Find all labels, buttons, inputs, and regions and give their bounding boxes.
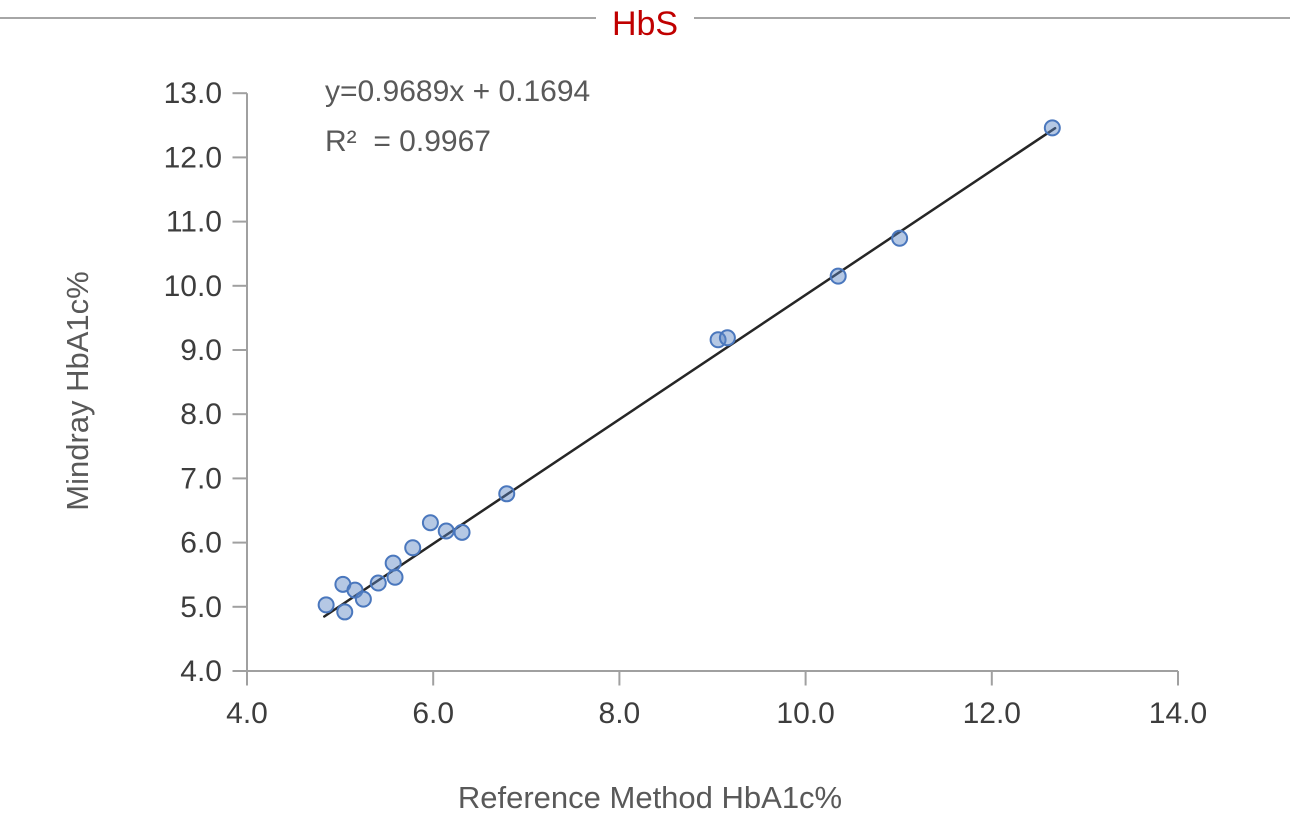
scatter-point: [354, 590, 372, 608]
scatter-point: [369, 574, 387, 592]
y-tick-label: 13.0: [164, 77, 222, 110]
scatter-point: [891, 229, 909, 247]
x-tick-label: 14.0: [1149, 697, 1207, 730]
r-squared-value: R² = 0.9967: [325, 125, 491, 158]
scatter-point: [453, 523, 471, 541]
y-tick-label: 11.0: [166, 206, 222, 239]
scatter-point: [386, 568, 404, 586]
x-tick-label: 6.0: [412, 697, 454, 730]
x-tick-label: 10.0: [776, 697, 834, 730]
x-tick-label: 12.0: [963, 697, 1021, 730]
y-tick-label: 5.0: [180, 591, 222, 624]
y-axis-title: Mindray HbA1c%: [60, 271, 95, 511]
scatter-point: [317, 596, 335, 614]
x-tick-label: 8.0: [599, 697, 641, 730]
y-tick-label: 12.0: [164, 141, 222, 174]
scatter-point: [336, 603, 354, 621]
y-tick-label: 7.0: [180, 462, 222, 495]
scatter-point: [404, 539, 422, 557]
chart-header: HbS: [0, 0, 1290, 52]
x-tick-label: 4.0: [226, 697, 268, 730]
x-axis-title: Reference Method HbA1c%: [457, 780, 843, 815]
y-tick-label: 4.0: [180, 655, 222, 688]
scatter-point: [718, 329, 736, 347]
chart-title: HbS: [611, 5, 679, 43]
scatter-point: [498, 485, 516, 503]
scatter-point: [421, 514, 439, 532]
scatter-point: [829, 267, 847, 285]
scatter-point: [437, 522, 455, 540]
y-tick-label: 8.0: [180, 398, 222, 431]
y-tick-label: 9.0: [180, 334, 222, 367]
scatter-point: [1043, 119, 1061, 137]
header-divider-left: [0, 17, 596, 19]
scatter-point: [384, 554, 402, 572]
trend-line: [323, 126, 1057, 618]
y-tick-label: 10.0: [164, 270, 222, 303]
regression-equation: y=0.9689x + 0.1694: [325, 75, 591, 108]
header-divider-right: [694, 17, 1290, 19]
y-tick-label: 6.0: [180, 527, 222, 560]
